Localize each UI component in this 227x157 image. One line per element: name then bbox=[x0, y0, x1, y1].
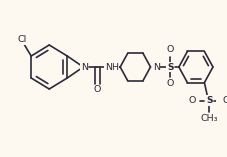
Text: S: S bbox=[205, 96, 212, 105]
Text: O: O bbox=[166, 46, 173, 54]
Text: O: O bbox=[166, 79, 173, 89]
Text: O: O bbox=[93, 86, 101, 95]
Text: N: N bbox=[80, 62, 87, 71]
Text: S: S bbox=[166, 62, 173, 71]
Text: NH: NH bbox=[104, 62, 118, 71]
Text: CH₃: CH₃ bbox=[200, 114, 217, 123]
Text: Cl: Cl bbox=[17, 35, 26, 44]
Text: O: O bbox=[188, 96, 195, 105]
Text: O: O bbox=[222, 96, 227, 105]
Text: N: N bbox=[152, 62, 159, 71]
